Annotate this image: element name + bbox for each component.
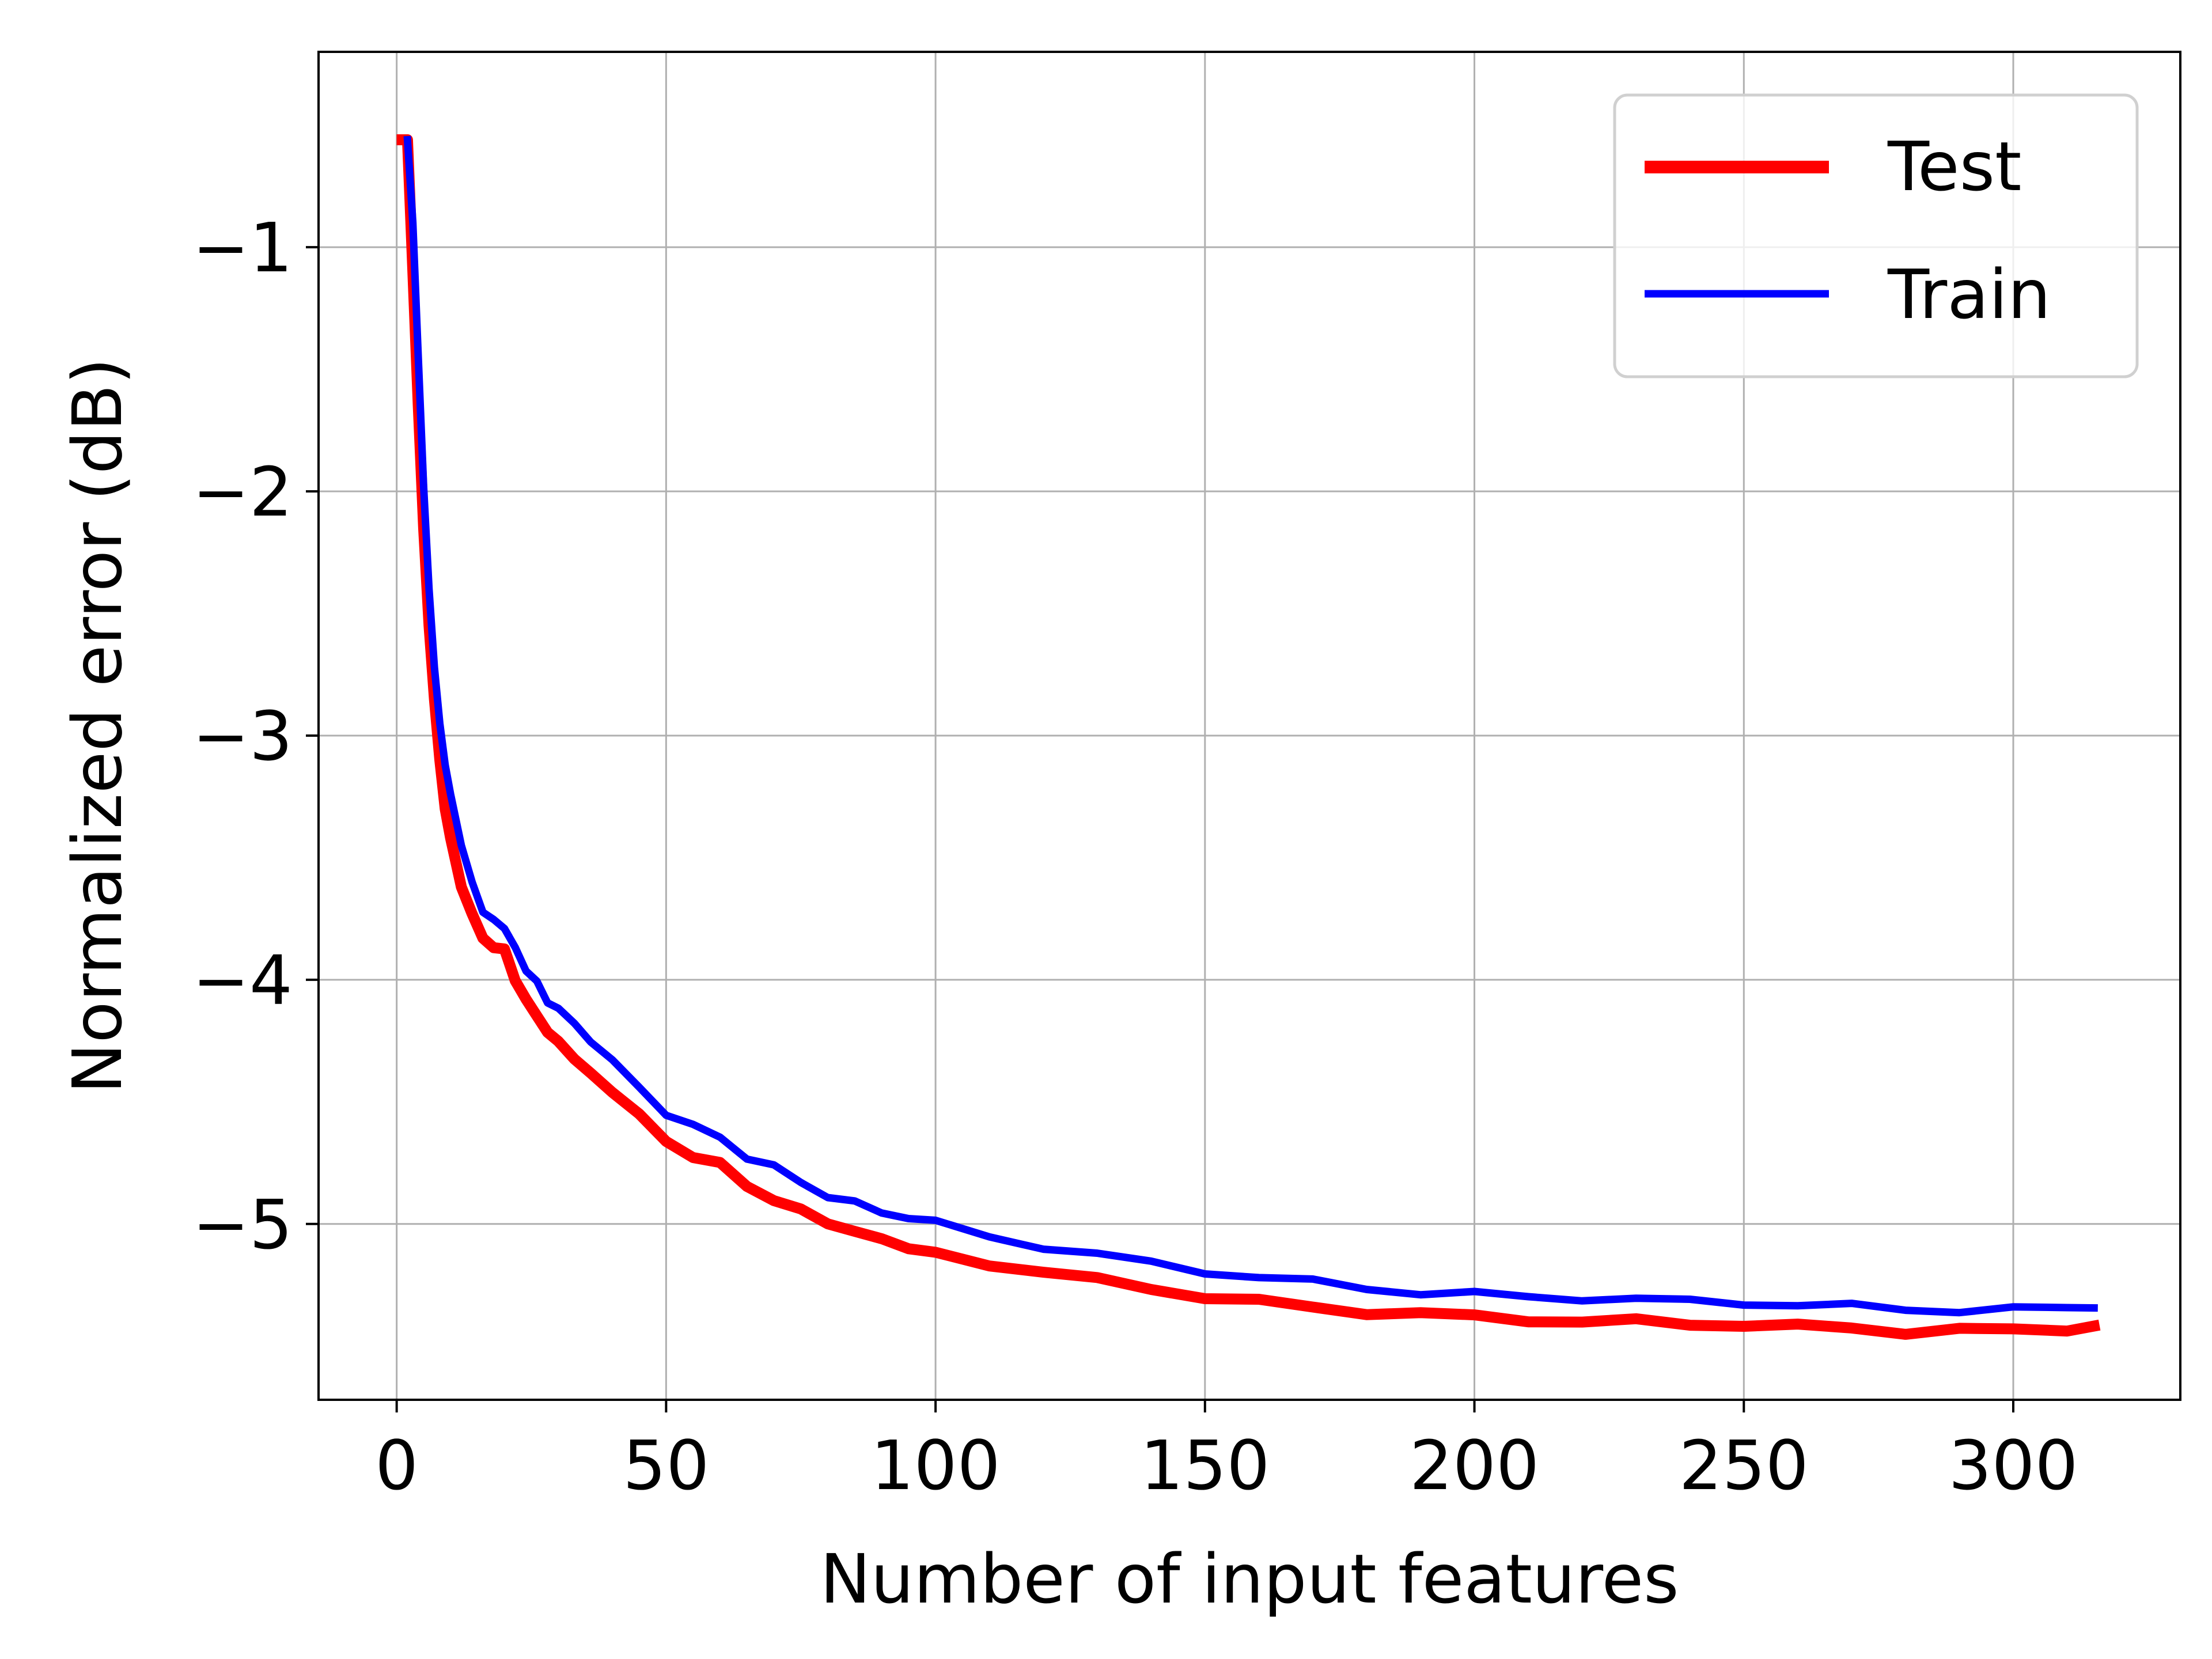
x-axis-label: Number of input features xyxy=(820,1539,1679,1619)
plot-frame xyxy=(317,51,2181,1401)
legend-test-label: Test xyxy=(1887,127,2021,206)
x-tick-label: 100 xyxy=(870,1426,1000,1505)
y-tick-label: −2 xyxy=(192,452,293,532)
y-tick-label: −3 xyxy=(192,696,293,776)
x-tick-label: 50 xyxy=(623,1426,709,1505)
series-lines xyxy=(396,134,2101,1340)
legend-box xyxy=(1613,93,2139,378)
series-line-train xyxy=(403,135,2098,1317)
grid xyxy=(319,52,2180,1400)
y-tick-label: −4 xyxy=(192,941,293,1020)
y-tick-label: −5 xyxy=(192,1185,293,1264)
legend: Test Train xyxy=(1613,93,2139,378)
x-tick-label: 300 xyxy=(1948,1426,2078,1505)
series-line-test xyxy=(396,134,2101,1340)
x-tick-label: 0 xyxy=(375,1426,418,1505)
y-tick-label: −1 xyxy=(192,208,293,287)
x-tick-label: 200 xyxy=(1410,1426,1539,1505)
y-axis-label: Normalized error (dB) xyxy=(58,358,137,1094)
axis-ticks: 0 50 100 150 200 250 300 −1 −2 −3 −4 −5 xyxy=(192,208,2078,1505)
x-tick-label: 250 xyxy=(1679,1426,1809,1505)
x-tick-label: 150 xyxy=(1140,1426,1270,1505)
legend-train-label: Train xyxy=(1887,255,2051,334)
